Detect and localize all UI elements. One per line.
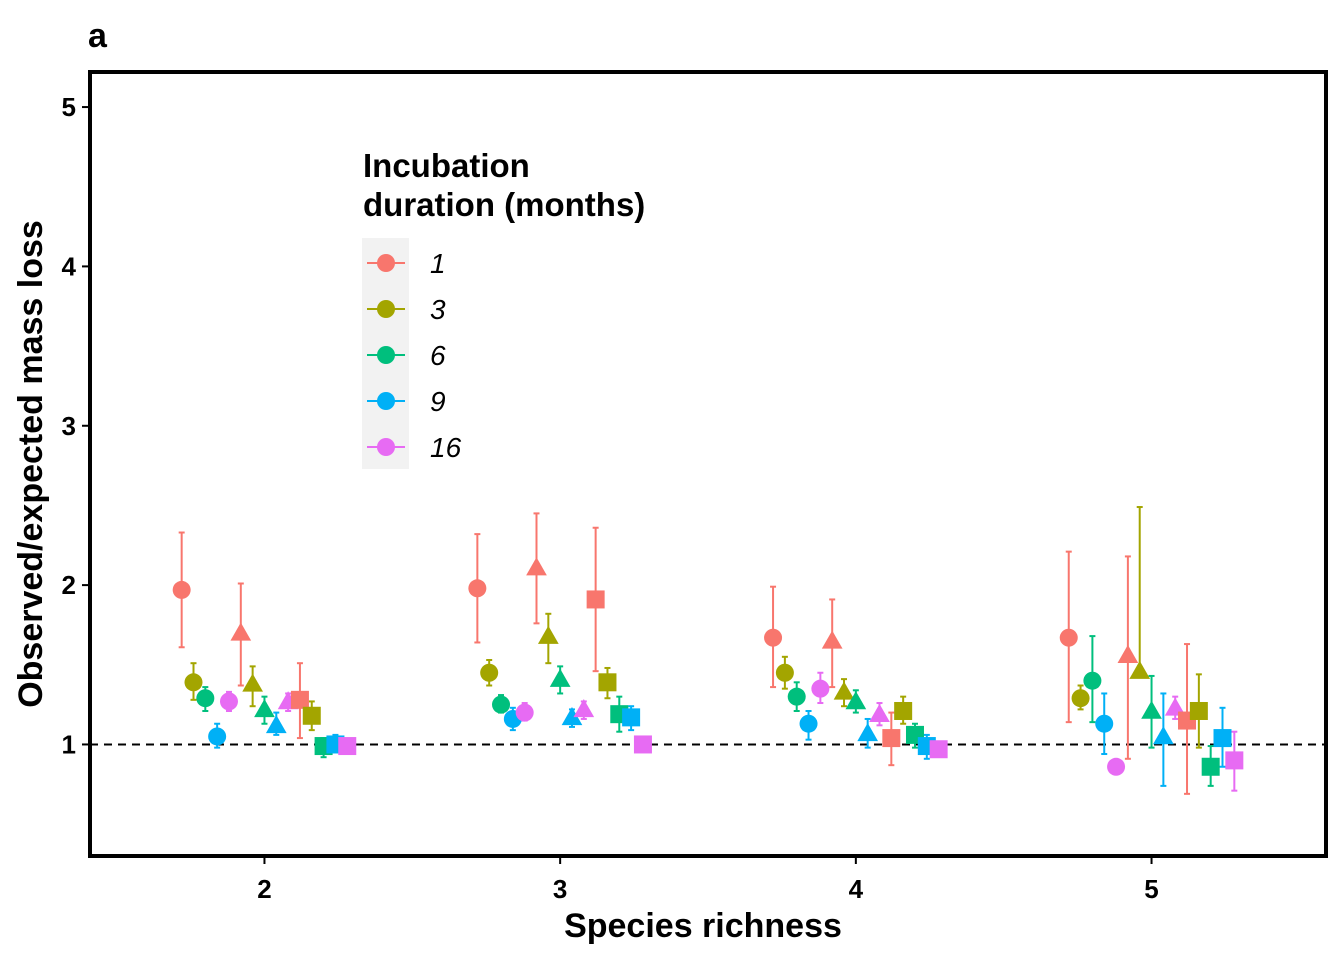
- data-point-triangle: [869, 703, 890, 722]
- legend-label: 9: [430, 386, 446, 417]
- data-point-square: [338, 737, 357, 756]
- data-point-triangle: [573, 699, 595, 718]
- y-tick-label: 4: [62, 251, 77, 281]
- data-point-circle: [799, 714, 818, 733]
- data-point-square: [1201, 757, 1220, 776]
- legend-key-point: [377, 438, 395, 456]
- data-point-square: [290, 690, 309, 709]
- y-tick-label: 3: [62, 411, 76, 441]
- data-point-square: [894, 701, 913, 720]
- data-point-square: [882, 729, 901, 748]
- y-tick-label: 5: [62, 92, 76, 122]
- legend-label: 6: [430, 340, 446, 371]
- legend-label: 3: [430, 294, 446, 325]
- data-point-triangle: [254, 699, 275, 718]
- x-tick-label: 4: [849, 874, 864, 904]
- data-point-circle: [1107, 757, 1126, 776]
- data-point-triangle: [549, 668, 571, 687]
- data-point-circle: [492, 695, 511, 714]
- legend-key-point: [377, 300, 395, 318]
- data-point-triangle: [1153, 726, 1174, 745]
- data-point-circle: [1095, 714, 1114, 733]
- data-point-circle: [1071, 689, 1090, 708]
- x-tick-label: 3: [553, 874, 567, 904]
- data-point-triangle: [1164, 697, 1186, 716]
- data-point-circle: [172, 580, 191, 599]
- legend-key-point: [377, 392, 395, 410]
- data-point-square: [586, 590, 605, 609]
- legend: Incubation duration (months) 1 3 6 9 16: [362, 147, 645, 469]
- data-point-circle: [196, 689, 215, 708]
- x-axis-title: Species richness: [564, 907, 842, 945]
- data-point-square: [1225, 751, 1244, 770]
- data-point-circle: [811, 679, 830, 698]
- data-point-circle: [1083, 671, 1102, 690]
- data-point-circle: [1059, 628, 1078, 647]
- y-axis: 1 2 3 4 5: [62, 92, 90, 759]
- data-point-circle: [208, 727, 227, 746]
- x-axis: 2 3 4 5: [257, 856, 1159, 904]
- data-point-triangle: [1141, 700, 1162, 719]
- data-point-square: [598, 673, 617, 692]
- data-point-triangle: [537, 625, 559, 644]
- data-point-square: [302, 706, 321, 725]
- data-point-triangle: [561, 707, 583, 726]
- data-point-circle: [787, 687, 806, 706]
- data-point-circle: [480, 663, 499, 682]
- y-axis-title: Observed/expected mass loss: [12, 220, 50, 708]
- data-point-circle: [184, 673, 203, 692]
- data-point-circle: [515, 703, 534, 722]
- data-point-triangle: [1117, 644, 1139, 663]
- data-point-triangle: [230, 622, 252, 641]
- plot-border: [88, 70, 1328, 858]
- data-point-triangle: [857, 722, 879, 742]
- data-point-circle: [468, 579, 487, 598]
- data-point-triangle: [821, 630, 843, 649]
- legend-label: 1: [430, 248, 446, 279]
- data-point-triangle: [242, 673, 263, 692]
- data-point-square: [929, 740, 948, 759]
- data-point-triangle: [1129, 660, 1151, 679]
- legend-key-point: [377, 254, 395, 272]
- x-tick-label: 2: [257, 874, 271, 904]
- data-point-circle: [775, 663, 794, 682]
- data-point-square: [622, 708, 641, 727]
- legend-key-point: [377, 346, 395, 364]
- data-point-triangle: [526, 557, 547, 576]
- data-points: [172, 557, 1244, 776]
- data-point-circle: [219, 692, 238, 711]
- data-point-square: [1213, 729, 1232, 748]
- data-point-circle: [764, 628, 783, 647]
- data-point-square: [633, 735, 652, 754]
- data-point-triangle: [265, 714, 287, 734]
- legend-title-line-1: Incubation: [363, 147, 530, 184]
- x-tick-label: 5: [1144, 874, 1158, 904]
- y-tick-label: 2: [62, 570, 76, 600]
- data-point-triangle: [845, 691, 867, 710]
- panel-label: a: [88, 17, 108, 55]
- data-point-square: [1189, 701, 1208, 720]
- legend-label: 16: [430, 432, 462, 463]
- y-tick-label: 1: [62, 729, 76, 759]
- legend-title-line-2: duration (months): [363, 186, 645, 223]
- data-point-triangle: [833, 681, 855, 700]
